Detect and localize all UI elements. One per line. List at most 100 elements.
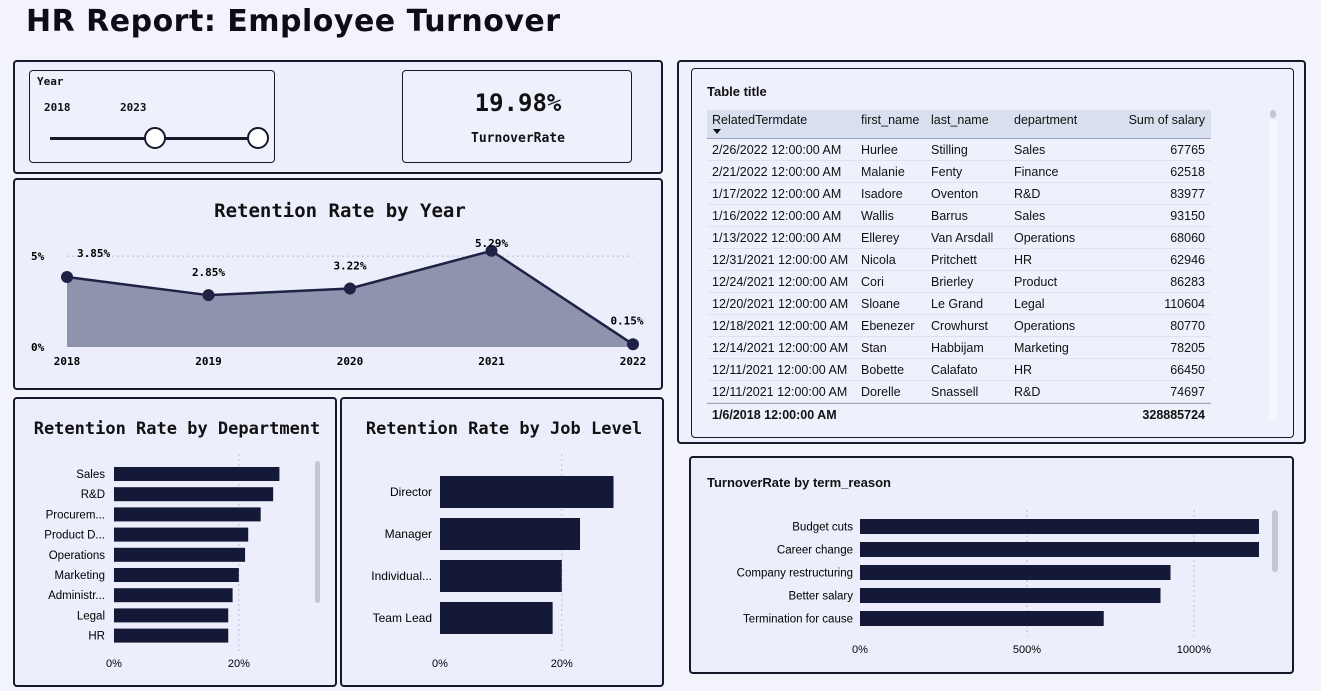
table-cell: 93150 (1170, 208, 1205, 223)
table-row[interactable]: 12/18/2021 12:00:00 AM Ebenezer Crowhurst O… (707, 315, 1211, 337)
table-row[interactable]: 12/14/2021 12:00:00 AM Stan Habbijam Market… (707, 337, 1211, 359)
bar (860, 565, 1171, 580)
category-label: R&D (81, 489, 105, 501)
table-cell: 67765 (1170, 142, 1205, 157)
table-cell: Sales (1014, 142, 1046, 157)
table-row[interactable]: 1/16/2022 12:00:00 AM Wallis Barrus Sales 93… (707, 205, 1211, 227)
bar (114, 507, 261, 522)
table-scrollbar-track[interactable] (1269, 120, 1277, 420)
table-cell: Van Arsdall (931, 230, 994, 245)
data-point (344, 282, 356, 295)
table-row[interactable]: 12/31/2021 12:00:00 AM Nicola Pritchett HR 6… (707, 249, 1211, 271)
column-header[interactable]: first_name (861, 113, 920, 127)
bar (860, 542, 1259, 557)
bar (114, 628, 229, 643)
table-total-row: 1/6/2018 12:00:00 AM 328885724 (707, 403, 1211, 425)
table-cell: HR (1014, 252, 1033, 267)
data-label: 2.85% (192, 266, 225, 279)
filters-panel: Year 2018 2023 19.98% TurnoverRate (13, 60, 663, 174)
table-row[interactable]: 12/24/2021 12:00:00 AM Cori Brierley Produc… (707, 271, 1211, 293)
table-cell: Sloane (861, 296, 900, 311)
table-cell: Fenty (931, 164, 963, 179)
table-cell: Ellerey (861, 230, 900, 245)
slider-start-handle[interactable] (144, 127, 166, 149)
data-point (485, 244, 498, 257)
column-header[interactable]: Sum of salary (1128, 113, 1205, 127)
table-header: RelatedTermdate first_name last_name dep… (707, 110, 1211, 139)
retention-year-card: Retention Rate by Year 5% 0% 3.85% 2018 2.85… (13, 178, 663, 390)
category-label: Sales (76, 469, 105, 481)
table-cell: 2/26/2022 12:00:00 AM (712, 142, 842, 157)
table-cell: 62518 (1170, 164, 1205, 179)
table-cell: Pritchett (931, 252, 977, 267)
category-label: Manager (385, 527, 432, 541)
data-label: 3.22% (333, 259, 366, 272)
table-cell: Brierley (931, 274, 974, 289)
slicer-label: Year (37, 75, 64, 88)
header-label: RelatedTermdate (712, 113, 808, 127)
column-header[interactable]: last_name (931, 113, 989, 127)
table-cell: 83977 (1170, 186, 1205, 201)
x-tick-label: 2019 (195, 355, 222, 368)
bar (114, 588, 233, 603)
table-scrollbar[interactable] (1270, 110, 1276, 118)
table-cell: Ebenezer (861, 318, 915, 333)
data-table: RelatedTermdate first_name last_name dep… (707, 110, 1211, 425)
table-cell: Marketing (1014, 340, 1069, 355)
table-row[interactable]: 1/17/2022 12:00:00 AM Isadore Oventon R&D 83… (707, 183, 1211, 205)
category-label: Legal (77, 610, 105, 622)
column-header[interactable]: RelatedTermdate (707, 113, 857, 134)
table-cell: 110604 (1164, 296, 1205, 311)
table-cell: 66450 (1170, 362, 1205, 377)
table-row[interactable]: 1/13/2022 12:00:00 AM Ellerey Van Arsdall O… (707, 227, 1211, 249)
x-tick-label: 1000% (1177, 644, 1211, 656)
slider-end-handle[interactable] (247, 127, 269, 149)
table-row[interactable]: 12/11/2021 12:00:00 AM Bobette Calafato HR 6… (707, 359, 1211, 381)
x-tick-label: 2022 (620, 355, 647, 368)
retention-job-chart: 0% 20% Director Manager Individual... Team Le… (371, 454, 614, 670)
table-row[interactable]: 12/20/2021 12:00:00 AM Sloane Le Grand Lega… (707, 293, 1211, 315)
table-cell: 12/24/2021 12:00:00 AM (712, 274, 849, 289)
scrollbar[interactable] (315, 461, 320, 603)
category-label: Company restructuring (737, 568, 853, 580)
bar (440, 518, 581, 550)
category-label: Operations (49, 550, 106, 562)
data-label: 5.29% (475, 237, 508, 250)
scrollbar[interactable] (1272, 510, 1278, 572)
category-label: Administr... (48, 590, 105, 602)
y-tick-label: 5% (31, 250, 45, 263)
table-cell: 80770 (1170, 318, 1205, 333)
x-tick-label: 0% (106, 658, 122, 670)
table-row[interactable]: 2/21/2022 12:00:00 AM Malanie Fenty Finance… (707, 161, 1211, 183)
area-fill (67, 250, 633, 347)
bar (114, 568, 239, 582)
kpi-value: 19.98% (474, 89, 562, 117)
column-header[interactable]: department (1014, 113, 1078, 127)
sort-desc-icon[interactable] (713, 129, 721, 134)
table-cell: Malanie (861, 164, 905, 179)
category-label: Better salary (788, 591, 853, 603)
x-tick-label: 500% (1013, 644, 1041, 656)
kpi-label: TurnoverRate (471, 131, 565, 146)
x-tick-label: 2021 (478, 355, 505, 368)
table-cell: Operations (1014, 318, 1076, 333)
year-slicer[interactable]: Year 2018 2023 (29, 70, 275, 163)
category-label: Budget cuts (792, 522, 853, 534)
table-row[interactable]: 12/11/2021 12:00:00 AM Dorelle Snassell R&D… (707, 381, 1211, 403)
table-row[interactable]: 2/26/2022 12:00:00 AM Hurlee Stilling Sales… (707, 139, 1211, 161)
table-cell: 2/21/2022 12:00:00 AM (712, 164, 842, 179)
table-cell: 12/11/2021 12:00:00 AM (712, 362, 848, 377)
data-point (61, 271, 73, 283)
retention-dept-chart: 0% 20% Sales R&D Procurem... Product D... Oper… (44, 454, 280, 670)
table-cell: 1/16/2022 12:00:00 AM (712, 208, 842, 223)
table-cell: 12/20/2021 12:00:00 AM (712, 296, 849, 311)
table-cell: 1/13/2022 12:00:00 AM (712, 230, 842, 245)
category-label: HR (88, 631, 105, 643)
table-cell: Wallis (861, 208, 894, 223)
x-tick-label: 0% (432, 658, 448, 670)
retention-job-card: Retention Rate by Job Level 0% 20% Directo… (340, 397, 664, 687)
table-cell: Finance (1014, 164, 1059, 179)
category-label: Individual... (371, 569, 432, 583)
retention-dept-card: Retention Rate by Department 0% 20% Sales R… (13, 397, 337, 687)
bar (860, 519, 1259, 534)
